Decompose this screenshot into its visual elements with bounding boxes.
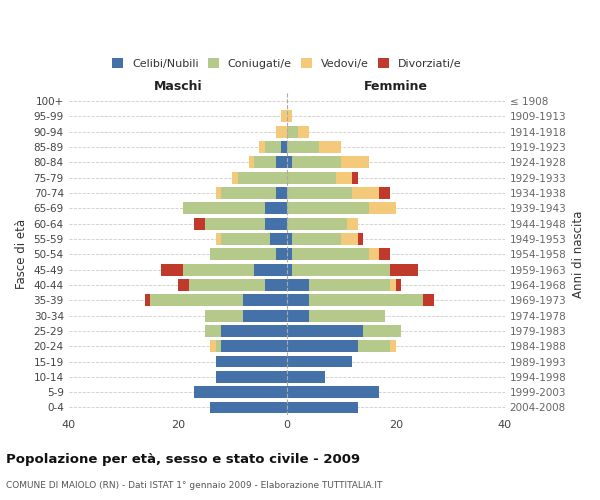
Bar — [151, 294, 243, 306]
Bar — [211, 402, 287, 413]
Bar — [161, 264, 183, 276]
Bar — [287, 386, 379, 398]
Text: Popolazione per età, sesso e stato civile - 2009: Popolazione per età, sesso e stato civil… — [6, 452, 360, 466]
Bar — [232, 172, 238, 183]
Bar — [287, 202, 368, 214]
Bar — [341, 156, 368, 168]
Bar — [216, 187, 221, 199]
Bar — [287, 310, 308, 322]
Bar — [287, 126, 298, 138]
Bar — [216, 233, 221, 245]
Bar — [396, 279, 401, 291]
Bar — [341, 233, 358, 245]
Bar — [248, 156, 254, 168]
Bar — [391, 264, 418, 276]
Bar — [287, 248, 292, 260]
Bar — [287, 402, 358, 413]
Legend: Celibi/Nubili, Coniugati/e, Vedovi/e, Divorziati/e: Celibi/Nubili, Coniugati/e, Vedovi/e, Di… — [108, 54, 466, 73]
Bar — [379, 248, 391, 260]
Text: COMUNE DI MAIOLO (RN) - Dati ISTAT 1° gennaio 2009 - Elaborazione TUTTITALIA.IT: COMUNE DI MAIOLO (RN) - Dati ISTAT 1° ge… — [6, 481, 382, 490]
Bar — [221, 325, 287, 337]
Bar — [287, 356, 352, 368]
Bar — [205, 325, 221, 337]
Bar — [271, 233, 287, 245]
Bar — [287, 110, 292, 122]
Bar — [287, 264, 292, 276]
Bar — [287, 233, 292, 245]
Bar — [216, 356, 287, 368]
Bar — [221, 187, 276, 199]
Bar — [265, 141, 281, 153]
Bar — [352, 187, 379, 199]
Bar — [287, 325, 363, 337]
Bar — [287, 172, 336, 183]
Bar — [352, 172, 358, 183]
Bar — [423, 294, 434, 306]
Bar — [292, 248, 368, 260]
Bar — [178, 279, 188, 291]
Bar — [308, 294, 423, 306]
Bar — [276, 126, 287, 138]
Text: Maschi: Maschi — [154, 80, 202, 94]
Bar — [347, 218, 358, 230]
Bar — [292, 264, 391, 276]
Bar — [287, 279, 308, 291]
Bar — [188, 279, 265, 291]
Bar — [238, 172, 287, 183]
Bar — [308, 279, 391, 291]
Bar — [287, 218, 347, 230]
Bar — [292, 233, 341, 245]
Bar — [216, 340, 221, 352]
Bar — [216, 371, 287, 383]
Bar — [363, 325, 401, 337]
Bar — [243, 310, 287, 322]
Bar — [391, 279, 396, 291]
Bar — [276, 156, 287, 168]
Bar — [276, 187, 287, 199]
Bar — [265, 202, 287, 214]
Bar — [368, 248, 379, 260]
Bar — [265, 218, 287, 230]
Bar — [336, 172, 352, 183]
Bar — [287, 156, 292, 168]
Bar — [298, 126, 308, 138]
Bar — [358, 340, 391, 352]
Bar — [183, 264, 254, 276]
Bar — [254, 156, 276, 168]
Bar — [276, 248, 287, 260]
Bar — [287, 294, 308, 306]
Bar — [211, 340, 216, 352]
Bar — [145, 294, 151, 306]
Bar — [205, 310, 243, 322]
Bar — [221, 340, 287, 352]
Bar — [205, 218, 265, 230]
Bar — [319, 141, 341, 153]
Bar — [221, 233, 271, 245]
Bar — [292, 156, 341, 168]
Bar — [287, 340, 358, 352]
Y-axis label: Anni di nascita: Anni di nascita — [572, 210, 585, 298]
Bar — [281, 141, 287, 153]
Bar — [358, 233, 363, 245]
Bar — [287, 141, 319, 153]
Bar — [254, 264, 287, 276]
Bar — [379, 187, 391, 199]
Bar — [194, 218, 205, 230]
Bar — [259, 141, 265, 153]
Bar — [281, 110, 287, 122]
Bar — [287, 371, 325, 383]
Bar — [287, 187, 352, 199]
Bar — [211, 248, 276, 260]
Bar — [194, 386, 287, 398]
Bar — [308, 310, 385, 322]
Bar — [183, 202, 265, 214]
Bar — [391, 340, 396, 352]
Bar — [368, 202, 396, 214]
Text: Femmine: Femmine — [364, 80, 428, 94]
Bar — [243, 294, 287, 306]
Bar — [265, 279, 287, 291]
Y-axis label: Fasce di età: Fasce di età — [15, 219, 28, 290]
